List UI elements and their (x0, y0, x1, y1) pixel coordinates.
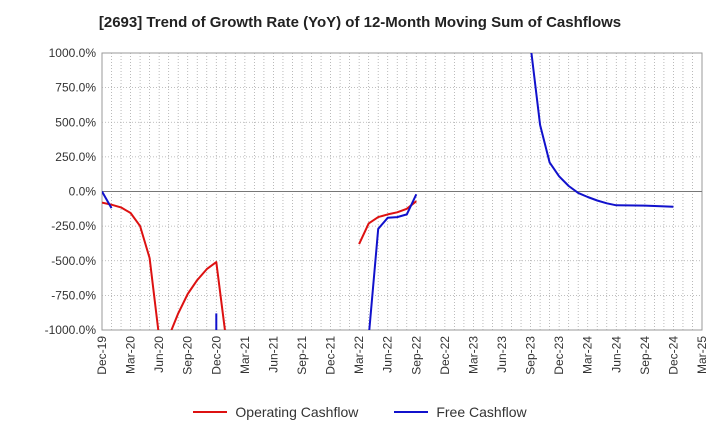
legend-label-operating: Operating Cashflow (235, 404, 359, 420)
y-tick-label: -250.0% (51, 219, 96, 233)
x-tick-label: Mar-23 (466, 336, 480, 374)
y-tick-label: 0.0% (69, 185, 97, 199)
x-tick-label: Dec-22 (438, 336, 452, 375)
x-tick-label: Dec-19 (95, 336, 109, 375)
x-tick-label: Jun-21 (266, 336, 280, 373)
series-line-operating-cashflow (102, 201, 160, 330)
x-tick-label: Mar-25 (695, 336, 709, 374)
x-tick-label: Jun-20 (152, 336, 166, 373)
y-tick-label: 250.0% (55, 150, 96, 164)
y-tick-label: 500.0% (55, 115, 96, 129)
x-tick-label: Dec-24 (666, 336, 680, 375)
y-tick-label: -500.0% (51, 254, 96, 268)
x-tick-label: Mar-24 (581, 336, 595, 374)
x-tick-label: Dec-23 (552, 336, 566, 375)
series-line-operating-cashflow (358, 200, 417, 245)
y-tick-label: -1000.0% (45, 323, 97, 337)
x-tick-label: Sep-21 (295, 336, 309, 375)
legend-swatch-free (394, 411, 429, 413)
x-tick-label: Dec-21 (324, 336, 338, 375)
series-line-free-cashflow (102, 191, 113, 209)
x-tick-label: Mar-20 (124, 336, 138, 374)
y-tick-label: 1000.0% (49, 46, 97, 60)
series-line-operating-cashflow (170, 261, 226, 330)
legend-label-free: Free Cashflow (436, 404, 527, 420)
series-line-free-cashflow (530, 53, 674, 208)
x-tick-label: Sep-22 (409, 336, 423, 375)
x-tick-label: Dec-20 (209, 336, 223, 375)
x-tick-label: Jun-23 (495, 336, 509, 373)
series-line-free-cashflow (368, 193, 418, 330)
y-tick-label: -750.0% (51, 288, 96, 302)
legend-item-operating: Operating Cashflow (193, 404, 358, 420)
x-tick-label: Sep-23 (524, 336, 538, 375)
legend: Operating Cashflow Free Cashflow (0, 404, 720, 420)
x-tick-label: Jun-22 (381, 336, 395, 373)
x-tick-label: Mar-21 (238, 336, 252, 374)
x-tick-label: Sep-24 (638, 336, 652, 375)
x-tick-label: Jun-24 (609, 336, 623, 373)
chart-title: [2693] Trend of Growth Rate (YoY) of 12-… (98, 14, 622, 31)
y-tick-label: 750.0% (55, 81, 96, 95)
x-tick-label: Mar-22 (352, 336, 366, 374)
legend-item-free: Free Cashflow (394, 404, 527, 420)
x-tick-label: Sep-20 (181, 336, 195, 375)
legend-swatch-operating (193, 411, 228, 413)
